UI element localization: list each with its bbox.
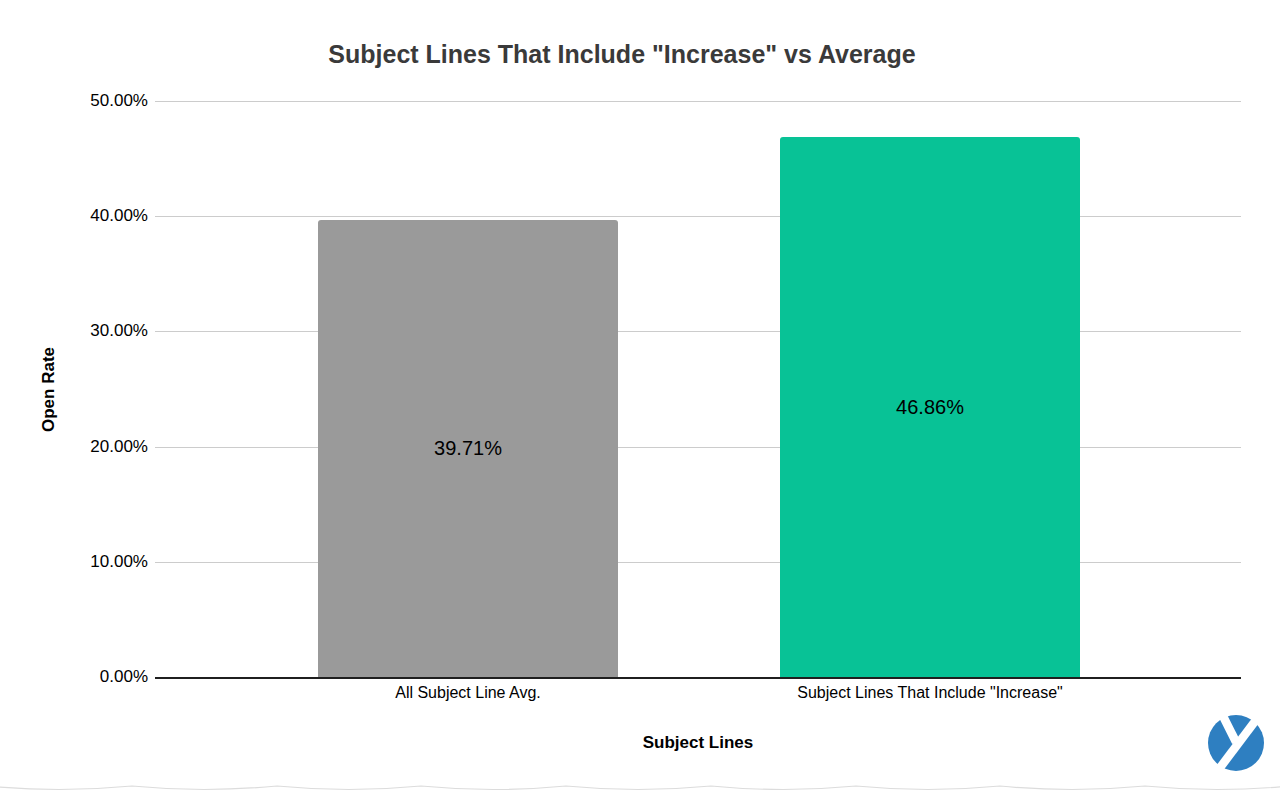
y-tick-label: 20.00% [0, 438, 148, 456]
bar-all-subject-line-avg: 39.71% [318, 220, 618, 677]
y-tick-label: 40.00% [0, 207, 148, 225]
x-axis-title: Subject Lines [155, 733, 1241, 753]
chart-canvas: Subject Lines That Include "Increase" vs… [0, 0, 1280, 794]
gridline [155, 101, 1241, 102]
y-tick-label: 0.00% [0, 668, 148, 686]
bar-value-label: 39.71% [434, 437, 502, 460]
bar-subject-lines-increase: 46.86% [780, 137, 1080, 677]
y-axis-title: Open Rate [36, 101, 62, 677]
bar-value-label: 46.86% [896, 396, 964, 419]
y-tick-label: 30.00% [0, 322, 148, 340]
x-category-label: Subject Lines That Include "Increase" [760, 684, 1100, 702]
yesware-y-logo-icon [1202, 714, 1268, 780]
x-category-label: All Subject Line Avg. [298, 684, 638, 702]
decorative-wave-border [0, 781, 1280, 794]
chart-title: Subject Lines That Include "Increase" vs… [0, 40, 1244, 69]
y-tick-label: 50.00% [0, 92, 148, 110]
x-axis-line [155, 677, 1241, 679]
y-tick-label: 10.00% [0, 553, 148, 571]
